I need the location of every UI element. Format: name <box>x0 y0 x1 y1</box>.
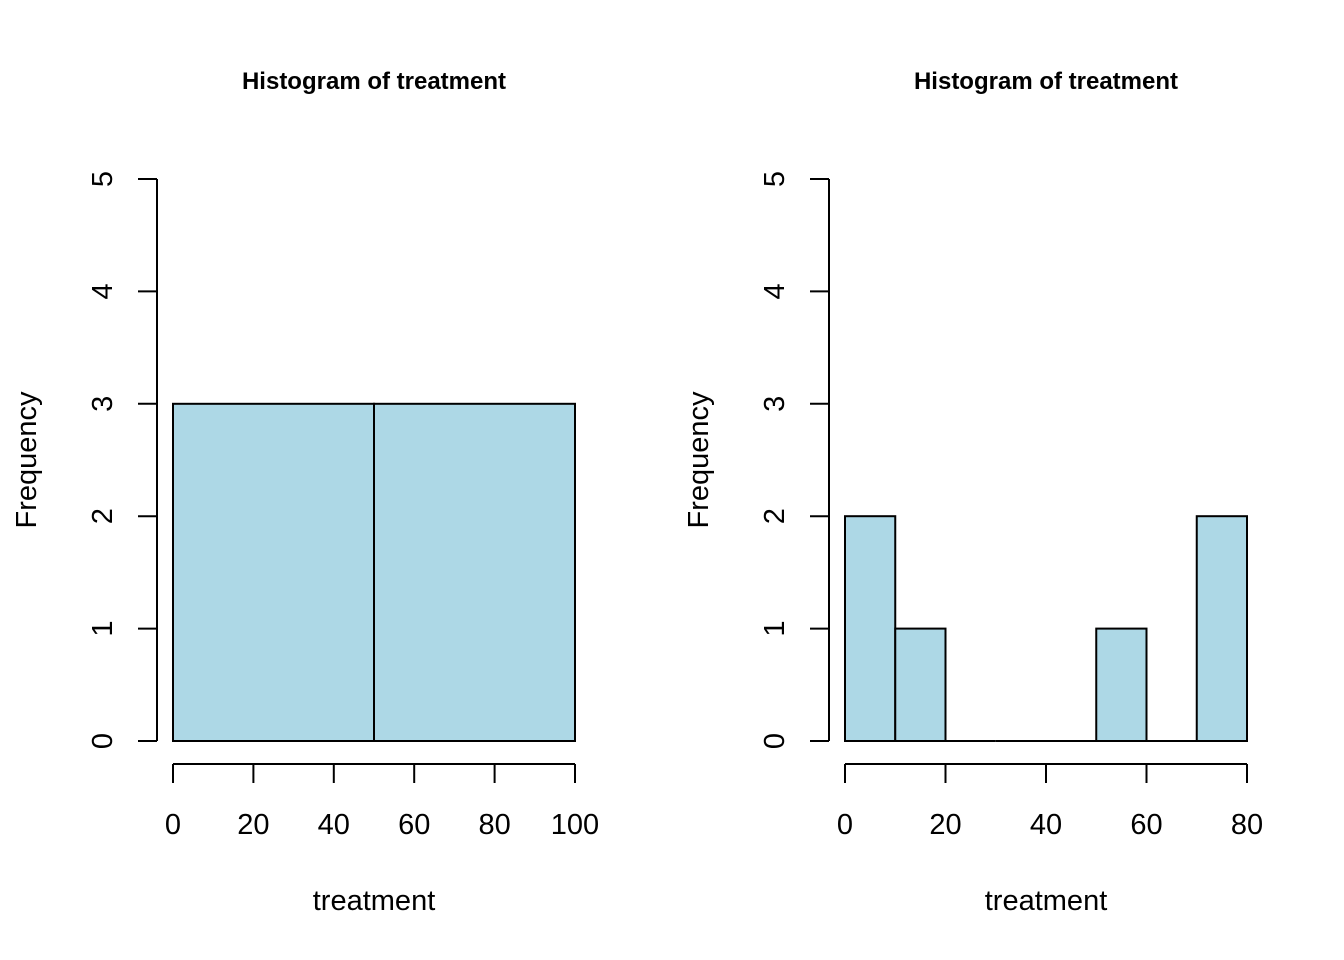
right-bar-5 <box>1095 627 1148 742</box>
right-histogram-panel: Histogram of treatment treatment Frequen… <box>683 68 1263 917</box>
right-y-axis-label: Frequency <box>683 391 715 529</box>
right-y-tick-label-1: 1 <box>759 621 791 637</box>
left-y-tick-label-0: 0 <box>87 733 119 749</box>
right-y-tick-label-3: 3 <box>759 396 791 412</box>
left-x-tick-label-3: 60 <box>398 809 430 841</box>
left-x-tick-label-4: 80 <box>478 809 510 841</box>
left-y-tick-label-3: 3 <box>87 396 119 412</box>
left-histogram-panel: Histogram of treatment treatment Frequen… <box>11 68 599 917</box>
right-x-tick-label-2: 40 <box>1030 809 1062 841</box>
left-y-tick-label-5: 5 <box>87 171 119 187</box>
left-x-tick-label-0: 0 <box>165 809 181 841</box>
left-y-axis-label: Frequency <box>11 391 43 529</box>
right-x-axis-label: treatment <box>985 885 1108 917</box>
left-x-tick-label-5: 100 <box>551 809 599 841</box>
left-x-tick-label-2: 40 <box>318 809 350 841</box>
right-bar-7 <box>1195 515 1248 743</box>
right-y-tick-label-0: 0 <box>759 733 791 749</box>
right-bar-1 <box>894 627 947 742</box>
left-x-tick-label-1: 20 <box>237 809 269 841</box>
right-y-tick-label-4: 4 <box>759 283 791 299</box>
left-y-tick-label-2: 2 <box>87 508 119 524</box>
left-chart-title: Histogram of treatment <box>242 68 506 95</box>
left-bar-1 <box>373 402 576 742</box>
right-x-tick-label-4: 80 <box>1231 809 1263 841</box>
right-bar-0 <box>844 515 897 743</box>
left-x-axis-label: treatment <box>313 885 436 917</box>
left-y-tick-label-4: 4 <box>87 283 119 299</box>
right-chart-title: Histogram of treatment <box>914 68 1178 95</box>
right-x-tick-label-1: 20 <box>929 809 961 841</box>
right-x-tick-label-3: 60 <box>1130 809 1162 841</box>
left-y-tick-label-1: 1 <box>87 621 119 637</box>
right-x-tick-label-0: 0 <box>837 809 853 841</box>
left-bar-0 <box>172 402 375 742</box>
right-y-tick-label-5: 5 <box>759 171 791 187</box>
right-y-tick-label-2: 2 <box>759 508 791 524</box>
